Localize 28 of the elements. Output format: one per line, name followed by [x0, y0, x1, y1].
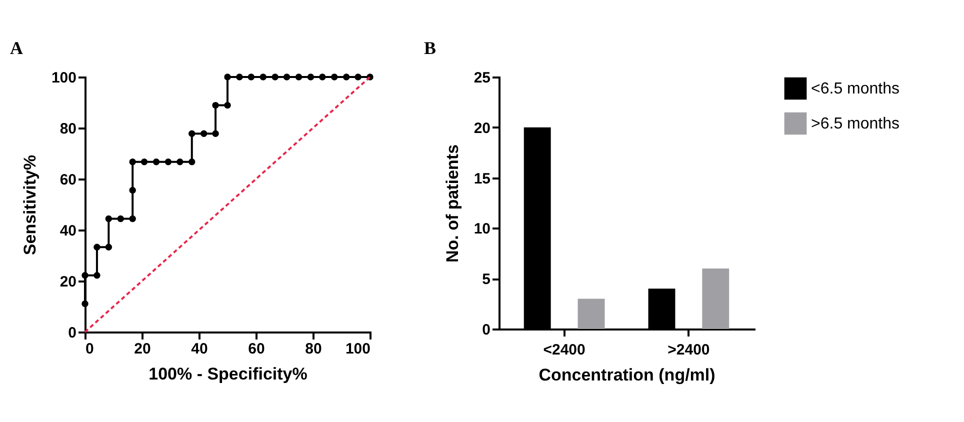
y-tick-label: 25 [474, 70, 490, 86]
legend-label: >6.5 months [811, 116, 900, 132]
y-tick-label: 0 [68, 324, 76, 342]
chart-title: A [10, 38, 23, 58]
y-tick-label: 0 [482, 322, 490, 338]
x-tick-label: 60 [248, 340, 265, 358]
y-tick-label: 20 [474, 120, 490, 137]
legend-label: <6.5 months [811, 80, 900, 98]
y-tick-label: 60 [60, 172, 76, 188]
chart-title: B [424, 38, 436, 58]
y-tick-label: 40 [60, 222, 76, 240]
x-tick-label: <2400 [543, 342, 586, 358]
y-tick-label: 15 [474, 170, 490, 188]
x-tick-label: 20 [134, 340, 151, 358]
y-tick-label: 5 [482, 271, 490, 288]
y-axis-title: No. of patients [442, 144, 462, 263]
x-tick-label: 80 [305, 340, 322, 358]
x-tick-label: >2400 [668, 342, 710, 358]
y-tick-label: 100 [51, 70, 76, 86]
y-tick-label: 10 [474, 220, 490, 238]
x-tick-label: 40 [191, 340, 208, 358]
x-axis-title: 100% - Specificity% [148, 364, 308, 384]
y-tick-label: 80 [60, 120, 76, 138]
x-tick-label: 0 [86, 340, 94, 358]
y-tick-label: 20 [60, 274, 76, 290]
y-axis-title: Sensitivity% [20, 154, 40, 256]
x-tick-label: 100 [345, 340, 370, 358]
x-axis-title: Concentration (ng/ml) [538, 366, 716, 384]
